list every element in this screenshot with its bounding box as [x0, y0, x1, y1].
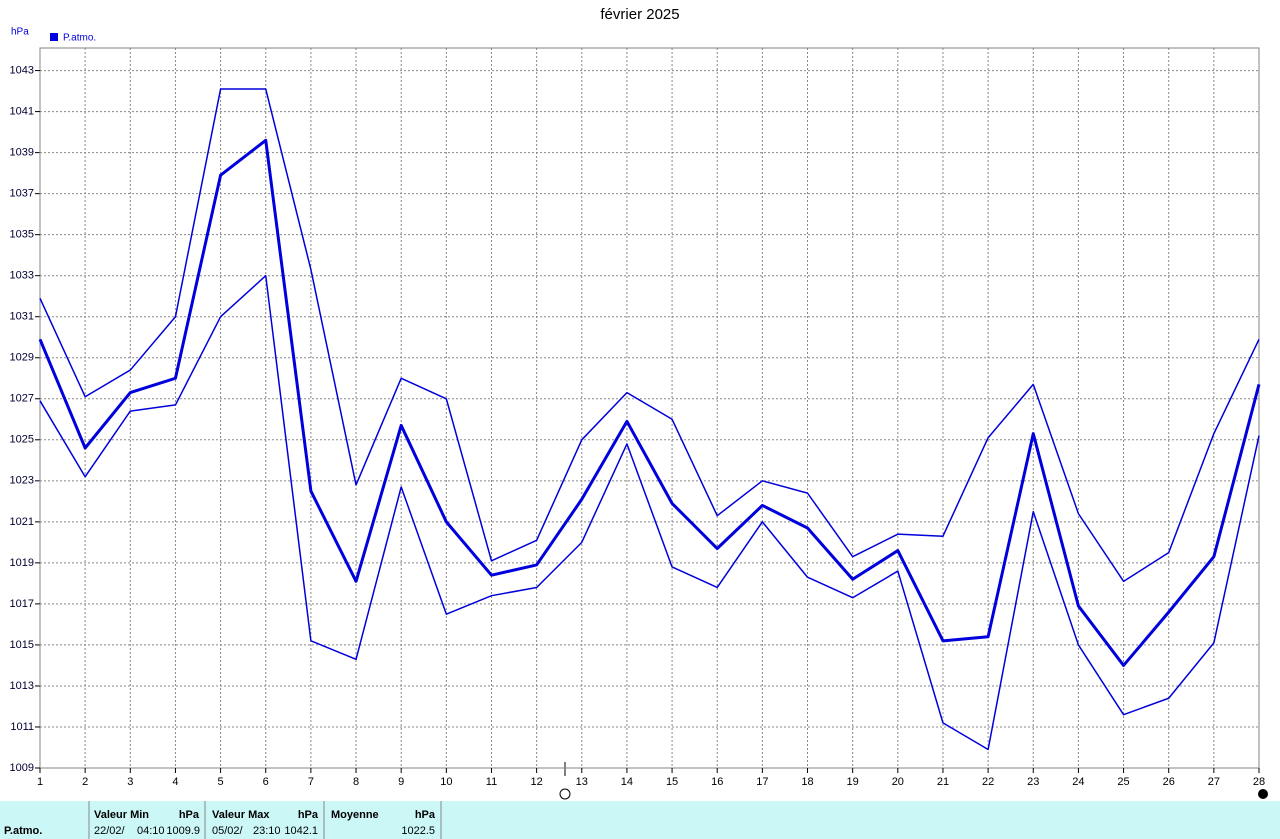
x-tick-label: 6: [263, 776, 269, 788]
max-time: 23:10: [253, 825, 281, 837]
y-tick-label: 1013: [10, 680, 34, 692]
y-tick-label: 1011: [10, 721, 34, 733]
x-tick-label: 28: [1253, 776, 1265, 788]
max-value: 1042.1: [284, 825, 318, 837]
x-tick-label: 3: [127, 776, 133, 788]
max-unit: hPa: [298, 809, 319, 821]
summary-dividers: [88, 801, 442, 839]
x-tick-label: 7: [308, 776, 314, 788]
y-tick-label: 1027: [10, 393, 34, 405]
y-tick-label: 1019: [10, 557, 34, 569]
min-value: 1009.9: [166, 825, 200, 837]
y-tick-label: 1031: [10, 311, 34, 323]
max-date: 05/02/: [212, 825, 244, 837]
x-tick-label: 14: [621, 776, 633, 788]
y-tick-label: 1035: [10, 229, 34, 241]
end-marker: [1258, 789, 1268, 799]
x-tick-label: 17: [756, 776, 768, 788]
y-tick-label: 1037: [10, 188, 34, 200]
y-tick-label: 1025: [10, 434, 34, 446]
x-tick-label: 20: [892, 776, 904, 788]
y-tick-label: 1009: [10, 762, 34, 774]
y-tick-label: 1029: [10, 352, 34, 364]
x-tick-label: 13: [576, 776, 588, 788]
x-tick-label: 10: [440, 776, 452, 788]
x-tick-label: 19: [847, 776, 859, 788]
x-tick-label: 9: [398, 776, 404, 788]
x-tick-label: 18: [801, 776, 813, 788]
x-tick-label: 15: [666, 776, 678, 788]
summary-bar: [0, 801, 1280, 839]
series-line: [39, 88, 1260, 583]
chart-title: février 2025: [600, 6, 679, 23]
max-header: Valeur Max: [212, 809, 270, 821]
y-tick-label: 1041: [10, 105, 34, 117]
x-tick-label: 27: [1208, 776, 1220, 788]
series-line: [38, 138, 1261, 667]
y-tick-label: 1017: [10, 598, 34, 610]
y-tick-label: 1043: [10, 64, 34, 76]
x-tick-label: 8: [353, 776, 359, 788]
legend-label: P.atmo.: [63, 33, 96, 44]
y-tick-label: 1039: [10, 147, 34, 159]
x-tick-label: 22: [982, 776, 994, 788]
plot-frame: [39, 47, 1260, 769]
x-tick-label: 11: [486, 776, 497, 788]
x-tick-label: 1: [37, 776, 43, 788]
x-tick-label: 24: [1072, 776, 1084, 788]
min-unit: hPa: [179, 809, 200, 821]
x-tick-label: 21: [937, 776, 949, 788]
x-tick-label: 25: [1117, 776, 1129, 788]
x-tick-label: 4: [172, 776, 178, 788]
summary-row-label: P.atmo.: [4, 825, 42, 837]
legend-swatch: [50, 33, 58, 41]
min-header: Valeur Min: [94, 809, 149, 821]
mean-value: 1022.5: [401, 825, 435, 837]
y-tick-label: 1015: [10, 639, 34, 651]
y-axis-unit: hPa: [11, 27, 29, 38]
y-tick-label: 1023: [10, 475, 34, 487]
cursor-circle: [559, 788, 571, 800]
x-tick-label: 12: [531, 776, 543, 788]
mean-unit: hPa: [415, 809, 436, 821]
mean-header: Moyenne: [331, 809, 379, 821]
series-line: [39, 274, 1260, 751]
x-tick-label: 5: [218, 776, 224, 788]
min-time: 04:10: [137, 825, 165, 837]
x-tick-label: 26: [1163, 776, 1175, 788]
y-tick-label: 1021: [10, 516, 34, 528]
x-tick-label: 2: [82, 776, 88, 788]
x-tick-label: 23: [1027, 776, 1039, 788]
min-date: 22/02/: [94, 825, 126, 837]
x-tick-label: 16: [711, 776, 723, 788]
y-tick-label: 1033: [10, 270, 34, 282]
